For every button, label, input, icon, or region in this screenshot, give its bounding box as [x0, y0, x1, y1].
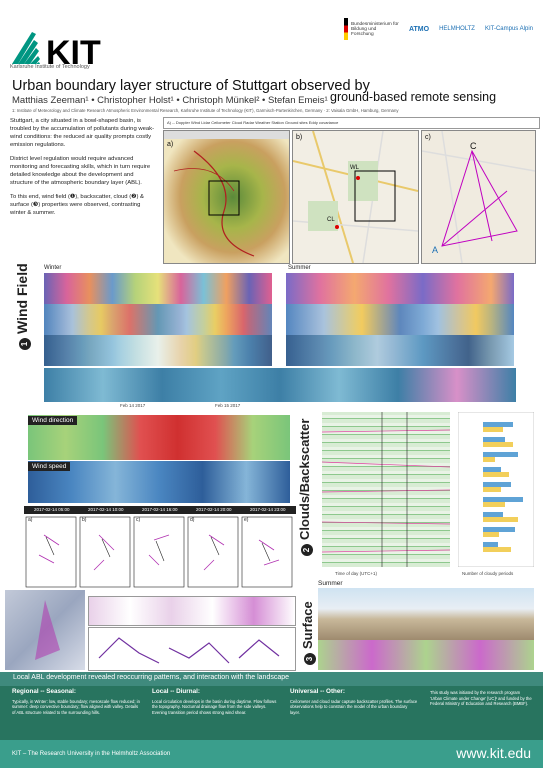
- local-text: Local circulation develops in the basin …: [152, 698, 277, 715]
- kit-subtitle: Karlsruhe Institute of Technology: [10, 64, 90, 70]
- city-map: [293, 131, 418, 263]
- section-number-3: 3: [304, 653, 316, 665]
- poster-title: Urban boundary layer structure of Stuttg…: [12, 78, 370, 94]
- profile-panel-c: c): [136, 517, 141, 523]
- kit-campus-alpin-logo: KIT-Campus Alpin: [484, 26, 533, 32]
- wind-direction-tag: Wind direction: [28, 416, 78, 425]
- authors: Matthias Zeeman¹ • Christopher Holst¹ • …: [12, 95, 328, 106]
- regional-title: Regional -- Seasonal:: [12, 688, 77, 695]
- intro-p1: Stuttgart, a city situated in a bowl-sha…: [10, 118, 155, 149]
- profile-date-1: 2017-02-14 05:00: [34, 507, 70, 512]
- profile-panel-a: a): [28, 517, 33, 523]
- surface-summer-label: Summer: [318, 580, 343, 587]
- site-map: [422, 131, 535, 263]
- maps-legend-bar: A) -- Doppler Wind Lidar Ceilometer Clou…: [163, 117, 540, 129]
- surface-timeseries-bottom: [88, 627, 296, 671]
- profile-date-4: 2017-02-14 20:00: [196, 507, 232, 512]
- winter-vertical-wind-strip: [44, 368, 516, 402]
- axis-date-1: Feb 14 2017: [120, 403, 146, 408]
- conclusion-local: Local -- Diurnal: Local circulation deve…: [152, 686, 280, 716]
- cloudy-periods-bar-chart: [458, 412, 534, 567]
- winter-label: Winter: [44, 265, 62, 271]
- helmholtz-logo: HELMHOLTZ: [439, 26, 475, 32]
- surface-label: Surface: [300, 601, 315, 649]
- map-panel-c: c) C A: [421, 130, 536, 264]
- poster-subtitle: ground-based remote sensing: [330, 90, 497, 104]
- intro-p2: District level regulation would require …: [10, 156, 151, 187]
- affiliations: 1: Institute of Meteorology and Climate …: [12, 108, 399, 113]
- wind-speed-tag: Wind speed: [28, 462, 71, 471]
- profile-date-3: 2017-02-14 16:00: [142, 507, 178, 512]
- clouds-section-title: 2 Clouds/Backscatter: [297, 419, 313, 556]
- label-c: C: [470, 141, 477, 151]
- surface-3d-model: [318, 640, 534, 670]
- wind-speed-heatmap: [28, 461, 290, 503]
- cloud-lines: [322, 412, 450, 567]
- regional-text: Typically, in Winter: low, stable bounda…: [12, 698, 140, 715]
- conclusion-banner: Local ABL development revealed reoccurri…: [0, 672, 543, 686]
- terrain-overlay: [35, 600, 60, 660]
- label-cl: CL: [327, 217, 335, 223]
- conclusions-panel: Regional -- Seasonal: Typically, in Wint…: [0, 686, 543, 740]
- label-a: A: [432, 245, 439, 255]
- profile-panel-b: b): [82, 517, 87, 523]
- funding-note: This study was initiated by the research…: [430, 690, 532, 707]
- summer-label: Summer: [288, 265, 311, 271]
- section-number-2: 2: [301, 544, 313, 556]
- bmbf-logo: Bundesministerium für Bildung und Forsch…: [343, 18, 399, 40]
- wind-field-section-title: 1 Wind Field: [14, 263, 31, 350]
- intro-text: Stuttgart, a city situated in a bowl-sha…: [10, 117, 156, 223]
- surface-3d-terrain: [5, 590, 85, 670]
- footer: KIT – The Research University in the Hel…: [0, 740, 543, 768]
- universal-text: Ceilometer and cloud radar capture backs…: [290, 698, 418, 715]
- section-number-1: 1: [19, 338, 31, 350]
- footer-url[interactable]: www.kit.edu: [456, 745, 531, 761]
- clouds-label: Clouds/Backscatter: [297, 418, 312, 540]
- partner-logos: Bundesministerium für Bildung und Forsch…: [343, 18, 533, 40]
- topography-map: [164, 131, 289, 263]
- profile-panel-d: d): [190, 517, 195, 523]
- conclusion-regional: Regional -- Seasonal: Typically, in Wint…: [12, 686, 142, 716]
- panel-a-label: a): [167, 141, 174, 148]
- backscatter-heatmap: [322, 412, 450, 567]
- label-wl: WL: [350, 165, 359, 171]
- atmo-logo: ATMO: [408, 25, 430, 33]
- profile-date-5: 2017-02-14 23:00: [250, 507, 286, 512]
- panel-c-label: c): [425, 134, 431, 141]
- cloudy-periods-xlabel: Number of cloudy periods: [462, 571, 514, 576]
- wind-profile-vectors: [25, 516, 293, 588]
- wind-profile-panels: 2017-02-14 05:00 2017-02-14 10:00 2017-0…: [24, 506, 296, 590]
- universal-title: Universal -- Other:: [290, 688, 345, 695]
- summer-wind-heatmap: [286, 273, 514, 366]
- surface-section-title: 3 Surface: [300, 601, 316, 665]
- wind-field-label: Wind Field: [14, 263, 30, 334]
- map-panel-b: b) WL CL: [292, 130, 419, 264]
- axis-date-2: Feb 15 2017: [215, 403, 241, 408]
- svg-text:KIT: KIT: [46, 34, 101, 70]
- profile-panel-e: e): [244, 517, 249, 523]
- conclusion-universal: Universal -- Other: Ceilometer and cloud…: [290, 686, 418, 716]
- surface-scatter: [98, 637, 280, 664]
- local-title: Local -- Diurnal:: [152, 688, 200, 695]
- winter-wind-heatmap: [44, 273, 272, 366]
- kit-logo: KIT: [12, 32, 101, 70]
- map-panel-a: a): [163, 130, 290, 264]
- surface-timeseries-top: [88, 596, 296, 626]
- clouds-xlabel: Time of day (UTC+1): [335, 571, 377, 576]
- city-panorama-photo: [318, 588, 534, 640]
- panel-b-label: b): [296, 134, 303, 141]
- profile-date-2: 2017-02-14 10:00: [88, 507, 124, 512]
- intro-p3: To this end, wind field (❶), backscatter…: [10, 194, 144, 217]
- banner-text: Local ABL development revealed reoccurri…: [13, 674, 290, 681]
- footer-text: KIT – The Research University in the Hel…: [12, 751, 171, 757]
